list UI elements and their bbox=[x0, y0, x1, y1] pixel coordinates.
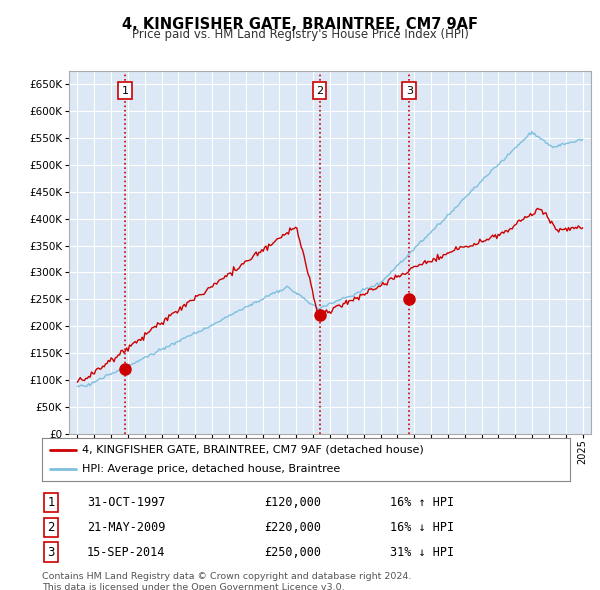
Text: 21-MAY-2009: 21-MAY-2009 bbox=[87, 521, 166, 534]
Text: £120,000: £120,000 bbox=[264, 496, 321, 509]
Text: £220,000: £220,000 bbox=[264, 521, 321, 534]
Text: Contains HM Land Registry data © Crown copyright and database right 2024.
This d: Contains HM Land Registry data © Crown c… bbox=[42, 572, 412, 590]
Text: 3: 3 bbox=[406, 86, 413, 96]
Text: 31% ↓ HPI: 31% ↓ HPI bbox=[390, 546, 454, 559]
Text: 16% ↑ HPI: 16% ↑ HPI bbox=[390, 496, 454, 509]
Text: HPI: Average price, detached house, Braintree: HPI: Average price, detached house, Brai… bbox=[82, 464, 340, 474]
Text: 1: 1 bbox=[47, 496, 55, 509]
Text: 16% ↓ HPI: 16% ↓ HPI bbox=[390, 521, 454, 534]
Text: 15-SEP-2014: 15-SEP-2014 bbox=[87, 546, 166, 559]
Text: 2: 2 bbox=[316, 86, 323, 96]
Text: 3: 3 bbox=[47, 546, 55, 559]
Text: 4, KINGFISHER GATE, BRAINTREE, CM7 9AF (detached house): 4, KINGFISHER GATE, BRAINTREE, CM7 9AF (… bbox=[82, 445, 424, 455]
Text: 2: 2 bbox=[47, 521, 55, 534]
Text: 4, KINGFISHER GATE, BRAINTREE, CM7 9AF: 4, KINGFISHER GATE, BRAINTREE, CM7 9AF bbox=[122, 17, 478, 31]
Text: 31-OCT-1997: 31-OCT-1997 bbox=[87, 496, 166, 509]
Text: £250,000: £250,000 bbox=[264, 546, 321, 559]
Text: 1: 1 bbox=[122, 86, 128, 96]
Text: Price paid vs. HM Land Registry's House Price Index (HPI): Price paid vs. HM Land Registry's House … bbox=[131, 28, 469, 41]
